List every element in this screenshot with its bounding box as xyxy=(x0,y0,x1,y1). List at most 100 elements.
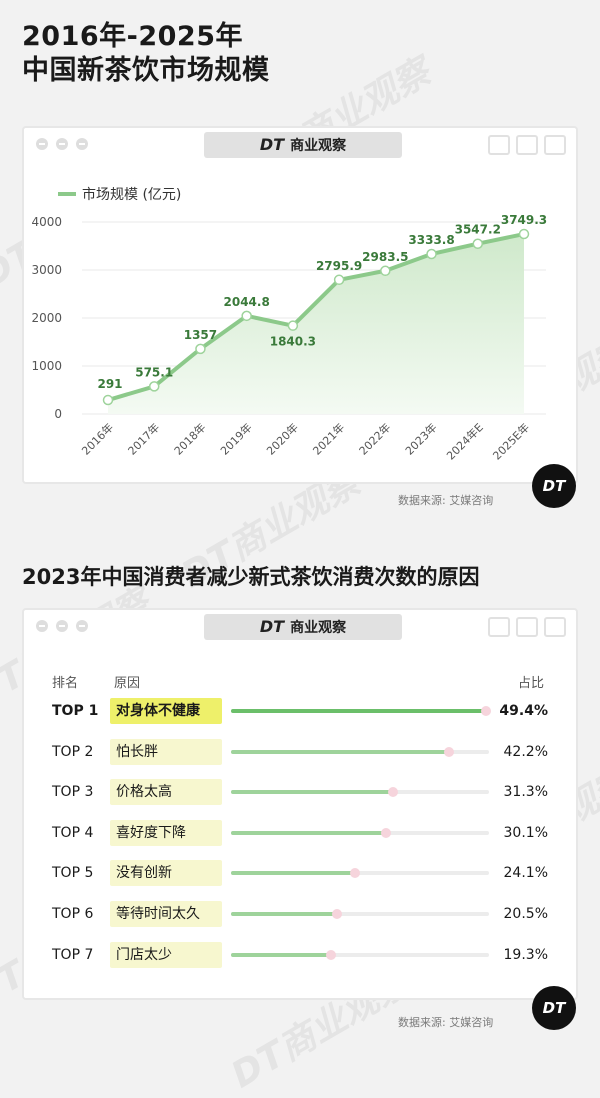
column-header-reason: 原因 xyxy=(114,676,141,691)
share-label: 31.3% xyxy=(503,784,548,801)
bar-fill xyxy=(231,830,387,835)
dt-logo-badge: DT xyxy=(532,986,576,1030)
x-tick-label: 2018年 xyxy=(171,420,208,457)
bar-fill xyxy=(231,749,449,754)
bar-track xyxy=(231,949,489,960)
legend-label: 市场规模 (亿元) xyxy=(82,186,181,203)
data-point xyxy=(518,228,530,240)
y-tick-label: 1000 xyxy=(31,359,62,373)
bar-fill xyxy=(231,790,393,795)
rank-label: TOP 4 xyxy=(52,824,94,841)
x-tick-label: 2020年 xyxy=(264,420,301,457)
window-chat-icon[interactable] xyxy=(488,617,510,637)
bar-fill xyxy=(231,871,356,876)
bar-knob xyxy=(381,827,392,838)
x-tick-label: 2025E年 xyxy=(490,420,532,462)
bar-knob xyxy=(443,746,454,757)
ranking-row: TOP 7 门店太少 19.3% xyxy=(24,940,580,970)
data-label: 575.1 xyxy=(135,365,173,379)
brand-name: 商业观察 xyxy=(290,138,347,154)
rank-label: TOP 3 xyxy=(52,784,94,801)
bar-knob xyxy=(325,949,336,960)
brand-bar: DT 商业观察 xyxy=(204,614,402,640)
share-label: 20.5% xyxy=(503,906,548,922)
ranking-row: TOP 5 没有创新 24.1% xyxy=(24,858,580,888)
data-point xyxy=(148,381,160,392)
ranking-row: TOP 6 等待时间太久 20.5% xyxy=(24,899,580,929)
reason-label: 门店太少 xyxy=(110,941,222,968)
rank-label: TOP 2 xyxy=(52,743,94,760)
reason-label: 没有创新 xyxy=(110,860,222,887)
chart-source: 数据来源: 艾媒咨询 xyxy=(398,494,494,507)
window-close-icon[interactable] xyxy=(36,620,48,632)
window-chat-icon[interactable] xyxy=(488,135,510,155)
reason-label: 怕长胖 xyxy=(110,738,222,765)
reason-label: 喜好度下降 xyxy=(110,819,222,846)
bar-fill xyxy=(231,709,486,713)
window-close-icon[interactable] xyxy=(36,138,48,150)
window-minimize-icon[interactable] xyxy=(56,620,68,632)
data-label: 2795.9 xyxy=(316,259,362,273)
ranking-source: 数据来源: 艾媒咨询 xyxy=(398,1016,494,1029)
window-minimize-icon[interactable] xyxy=(56,138,68,150)
column-header-share: 占比 xyxy=(517,676,544,691)
data-point xyxy=(333,274,345,286)
brand-logo: DT xyxy=(259,617,285,636)
window-copy-icon[interactable] xyxy=(544,135,566,155)
window-share-icon[interactable] xyxy=(516,617,538,637)
reason-label: 对身体不健康 xyxy=(110,698,222,724)
bar-track xyxy=(231,868,489,879)
market-size-chart: 市场规模 (亿元) 0 1000 2000 3000 4000 291 575.1 1357 20… xyxy=(31,186,547,463)
x-tick-label: 2023年 xyxy=(402,420,439,457)
bar-knob xyxy=(350,868,361,879)
share-label: 30.1% xyxy=(503,824,548,841)
brand-logo: DT xyxy=(259,135,285,154)
x-tick-label: 2019年 xyxy=(217,420,254,457)
dt-logo-badge: DT xyxy=(532,464,576,508)
data-point xyxy=(287,320,299,331)
page-title: 2016年-2025年 中国新茶饮市场规模 xyxy=(22,20,270,88)
share-label: 42.2% xyxy=(503,743,548,760)
bar-knob xyxy=(331,909,342,919)
share-label: 19.3% xyxy=(503,946,548,963)
bar-track xyxy=(231,827,489,838)
ranking-row: TOP 2 怕长胖 42.2% xyxy=(24,737,580,767)
title-line-1: 2016年-2025年 xyxy=(22,21,243,52)
series-line xyxy=(107,232,525,402)
x-tick-label: 2016年 xyxy=(79,420,116,457)
ranking-row: TOP 1 对身体不健康 49.4% xyxy=(24,696,580,726)
bar-track xyxy=(231,787,489,798)
bar-track xyxy=(231,909,489,919)
x-tick-label: 2024年E xyxy=(444,420,486,462)
window-maximize-icon[interactable] xyxy=(76,620,88,632)
rank-label: TOP 5 xyxy=(52,865,94,882)
y-tick-label: 2000 xyxy=(31,311,62,325)
brand-bar: DT 商业观察 xyxy=(204,132,402,158)
bar-fill xyxy=(231,912,337,916)
data-point xyxy=(241,310,252,322)
title-line-2: 中国新茶饮市场规模 xyxy=(22,55,270,86)
ranking-row: TOP 3 价格太高 31.3% xyxy=(24,777,580,807)
share-label: 24.1% xyxy=(503,865,548,882)
window-titlebar: DT 商业观察 xyxy=(24,128,576,162)
data-point xyxy=(102,394,114,406)
data-label: 1840.3 xyxy=(270,335,316,349)
data-point xyxy=(195,343,206,355)
share-label: 49.4% xyxy=(499,703,548,719)
data-point xyxy=(426,248,437,260)
window-copy-icon[interactable] xyxy=(544,617,566,637)
data-label: 1357 xyxy=(184,328,217,342)
bar-track xyxy=(231,746,489,757)
data-label: 2983.5 xyxy=(362,250,408,264)
brand-name: 商业观察 xyxy=(290,620,347,636)
x-tick-label: 2021年 xyxy=(310,420,347,457)
window-titlebar: DT 商业观察 xyxy=(24,610,576,644)
data-label: 3547.2 xyxy=(455,223,501,237)
bar-fill xyxy=(231,952,331,957)
window-share-icon[interactable] xyxy=(516,135,538,155)
window-maximize-icon[interactable] xyxy=(76,138,88,150)
data-point xyxy=(472,238,484,249)
data-point xyxy=(380,265,391,277)
reason-label: 等待时间太久 xyxy=(110,901,222,927)
series-area xyxy=(108,234,524,414)
